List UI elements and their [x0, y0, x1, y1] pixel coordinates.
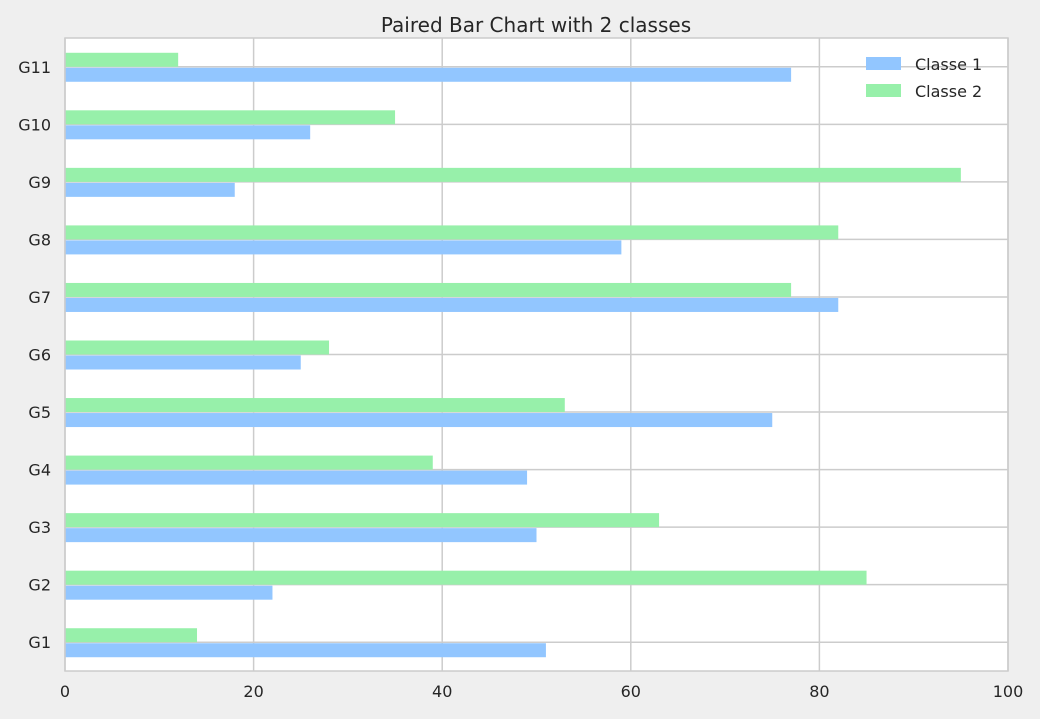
- legend-swatch: [866, 57, 901, 70]
- bar-g10-classe-1: [65, 125, 311, 140]
- bar-g4-classe-1: [65, 470, 528, 485]
- bar-g9-classe-1: [65, 182, 235, 197]
- x-tick-label: 80: [809, 682, 829, 701]
- legend-label: Classe 1: [915, 55, 982, 74]
- bar-g3-classe-1: [65, 528, 537, 543]
- y-tick-label: G1: [28, 633, 51, 652]
- bar-g2-classe-1: [65, 585, 273, 600]
- bar-g11-classe-1: [65, 67, 792, 82]
- x-tick-label: 40: [432, 682, 452, 701]
- x-tick-label: 60: [621, 682, 641, 701]
- x-tick-labels: 0 20 40 60 80 100: [60, 682, 1023, 701]
- y-tick-label: G10: [18, 115, 51, 134]
- y-tick-label: G3: [28, 518, 51, 537]
- legend-swatch: [866, 84, 901, 97]
- plot-frame: [64, 37, 1009, 672]
- legend-label: Classe 2: [915, 82, 982, 101]
- y-tick-label: G11: [18, 58, 51, 77]
- bar-g4-classe-2: [65, 455, 433, 470]
- x-tick-label: 100: [993, 682, 1024, 701]
- bar-g5-classe-1: [65, 413, 773, 428]
- bar-g9-classe-2: [65, 167, 961, 182]
- bar-g10-classe-2: [65, 110, 396, 125]
- bar-g6-classe-2: [65, 340, 330, 355]
- bar-g1-classe-1: [65, 643, 546, 658]
- bar-g11-classe-2: [65, 52, 179, 67]
- y-tick-label: G4: [28, 461, 51, 480]
- bar-g8-classe-1: [65, 240, 622, 255]
- legend: Classe 1 Classe 2: [866, 55, 982, 101]
- x-tick-label: 20: [243, 682, 263, 701]
- bar-g2-classe-2: [65, 570, 867, 585]
- y-tick-label: G5: [28, 403, 51, 422]
- y-tick-label: G7: [28, 288, 51, 307]
- x-tick-label: 0: [60, 682, 70, 701]
- bars: [65, 52, 961, 658]
- bar-g1-classe-2: [65, 628, 198, 643]
- bar-g5-classe-2: [65, 398, 565, 413]
- y-tick-labels: G1 G2 G3 G4 G5 G6 G7 G8 G9 G10 G11: [18, 58, 51, 652]
- chart-title: Paired Bar Chart with 2 classes: [381, 13, 691, 37]
- y-tick-label: G2: [28, 576, 51, 595]
- y-tick-label: G8: [28, 230, 51, 249]
- bar-g3-classe-2: [65, 513, 660, 528]
- bar-g6-classe-1: [65, 355, 301, 370]
- y-tick-label: G9: [28, 173, 51, 192]
- y-tick-label: G6: [28, 346, 51, 365]
- bar-g8-classe-2: [65, 225, 839, 240]
- bar-g7-classe-2: [65, 282, 792, 297]
- bar-g7-classe-1: [65, 297, 839, 312]
